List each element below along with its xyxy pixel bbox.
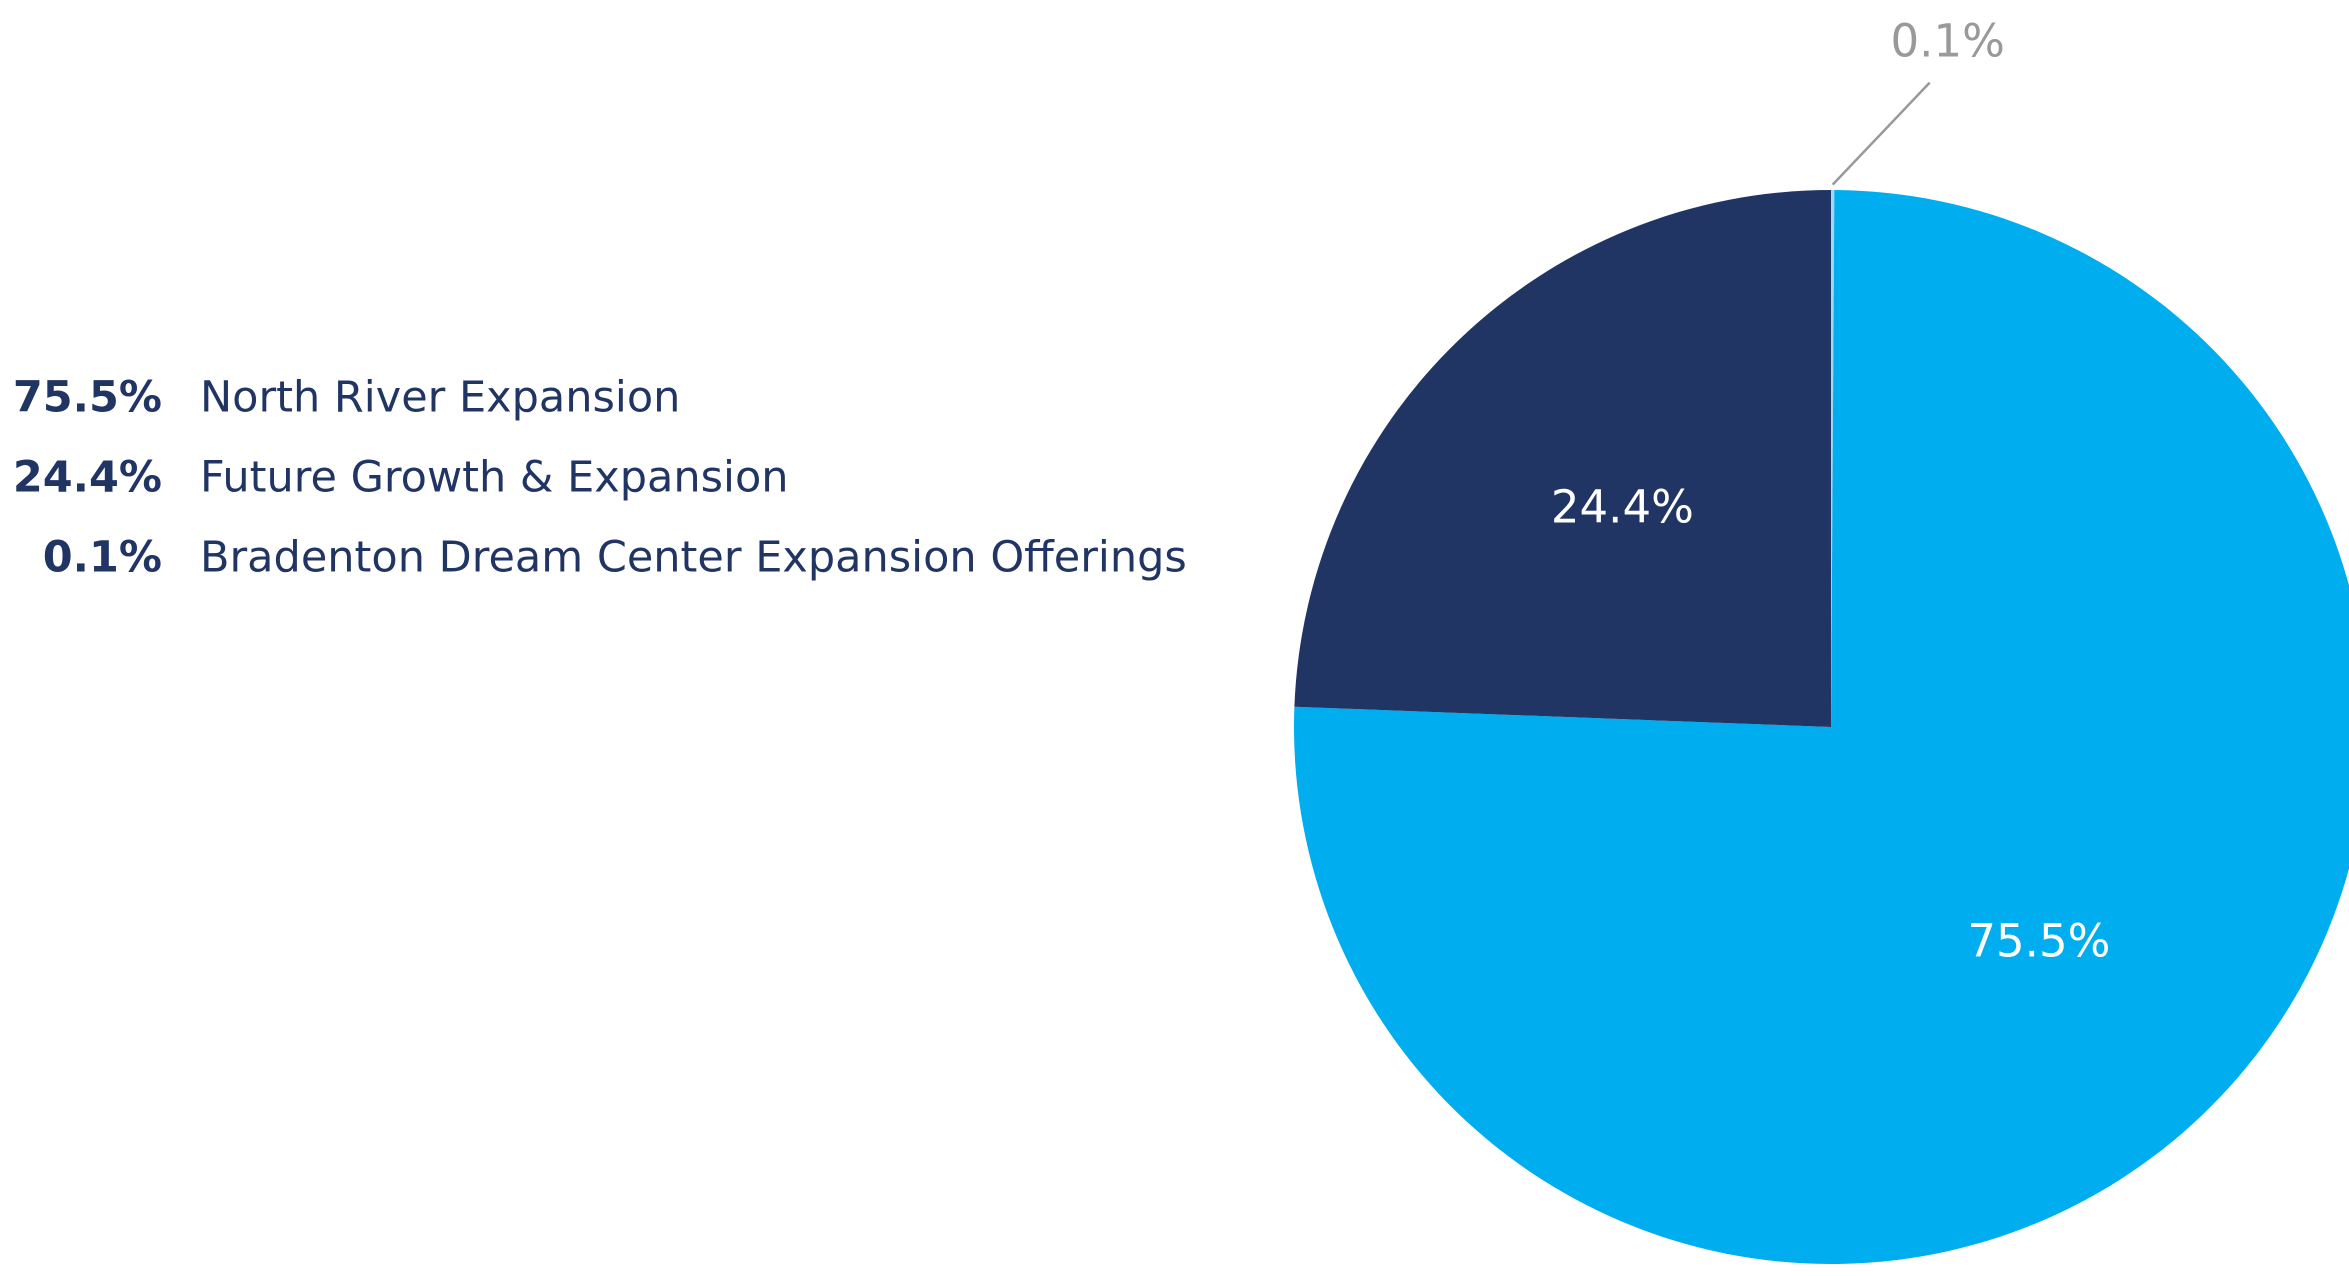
- legend-value: 24.4%: [13, 453, 162, 503]
- legend-label: Future Growth & Expansion: [200, 453, 789, 503]
- pie-slice: [1294, 190, 1831, 727]
- legend-label: Bradenton Dream Center Expansion Offerin…: [200, 533, 1187, 583]
- legend-value: 0.1%: [43, 533, 162, 583]
- legend-value: 75.5%: [13, 373, 162, 423]
- slice-label: 75.5%: [1967, 914, 2110, 967]
- leader-line: [1831, 81, 1931, 186]
- pie-slice: [1293, 190, 2349, 1264]
- slice-label: 0.1%: [1891, 15, 2005, 68]
- slice-label: 24.4%: [1551, 480, 1694, 533]
- pie-slice: [1831, 190, 1835, 727]
- legend-label: North River Expansion: [200, 373, 680, 423]
